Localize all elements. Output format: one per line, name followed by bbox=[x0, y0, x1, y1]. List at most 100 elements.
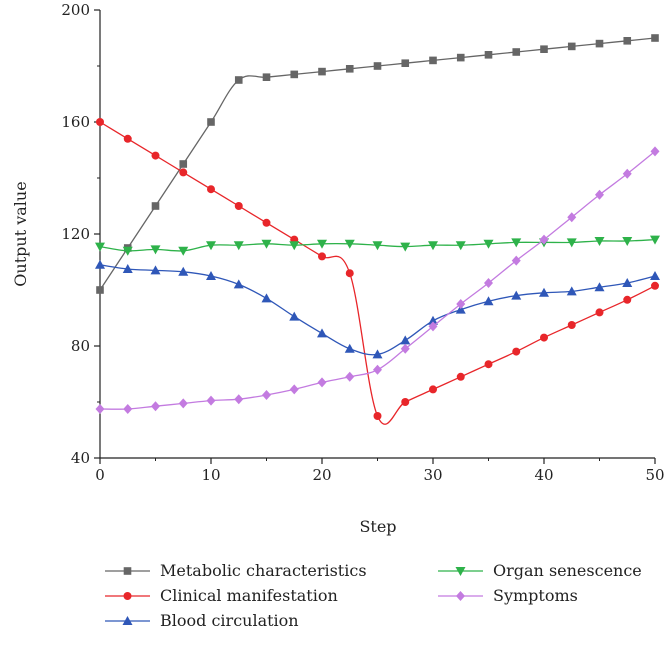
data-point bbox=[567, 321, 576, 329]
data-point bbox=[511, 255, 521, 266]
x-tick-label: 40 bbox=[534, 466, 553, 484]
data-point bbox=[345, 269, 354, 278]
data-point bbox=[179, 160, 188, 168]
data-point bbox=[372, 241, 383, 251]
data-point bbox=[456, 299, 466, 309]
data-point bbox=[594, 237, 605, 246]
data-point bbox=[150, 265, 161, 275]
data-point bbox=[455, 304, 466, 314]
data-point bbox=[206, 271, 216, 280]
y-tick-label: 120 bbox=[61, 225, 90, 243]
series-organ-senescence bbox=[95, 235, 660, 256]
data-point bbox=[289, 384, 299, 395]
legend-item: Blood circulation bbox=[105, 611, 299, 630]
data-point bbox=[483, 296, 494, 306]
data-point bbox=[289, 241, 300, 251]
data-point bbox=[372, 349, 383, 359]
data-point bbox=[206, 395, 216, 406]
data-point bbox=[233, 279, 244, 289]
data-point bbox=[234, 394, 244, 405]
data-point bbox=[511, 238, 522, 248]
data-point bbox=[178, 246, 189, 256]
data-point bbox=[289, 311, 300, 321]
data-point bbox=[262, 73, 271, 81]
data-point bbox=[622, 168, 632, 179]
series-metabolic-characteristics bbox=[96, 34, 659, 294]
data-point bbox=[373, 412, 382, 420]
data-point bbox=[455, 241, 466, 251]
data-point bbox=[595, 189, 604, 200]
data-point bbox=[373, 364, 382, 375]
data-point bbox=[651, 281, 659, 290]
data-point bbox=[233, 241, 244, 251]
legend-label: Clinical manifestation bbox=[160, 586, 338, 605]
data-point bbox=[317, 328, 327, 338]
x-tick-label: 20 bbox=[312, 466, 331, 484]
data-point bbox=[512, 48, 521, 56]
data-point bbox=[539, 234, 549, 245]
legend-marker bbox=[456, 591, 465, 601]
data-point bbox=[344, 239, 355, 249]
data-point bbox=[540, 45, 548, 53]
data-point bbox=[456, 372, 465, 381]
y-tick-label: 40 bbox=[71, 449, 90, 467]
data-point bbox=[595, 308, 604, 317]
data-point bbox=[400, 242, 411, 252]
data-point bbox=[207, 185, 215, 194]
data-point bbox=[511, 290, 522, 300]
data-point bbox=[151, 151, 160, 160]
data-point bbox=[150, 245, 161, 255]
data-point bbox=[540, 333, 548, 342]
data-point bbox=[345, 65, 354, 73]
data-point bbox=[484, 278, 493, 288]
data-point bbox=[262, 218, 271, 227]
legend-label: Organ senescence bbox=[493, 561, 642, 580]
data-point bbox=[429, 385, 437, 394]
data-point bbox=[428, 241, 438, 251]
series-layer bbox=[95, 34, 660, 425]
legend-item: Symptoms bbox=[438, 586, 578, 605]
legend-marker bbox=[123, 567, 132, 575]
x-tick-label: 0 bbox=[95, 466, 105, 484]
data-point bbox=[122, 264, 133, 273]
data-point bbox=[96, 118, 104, 126]
data-point bbox=[318, 67, 326, 76]
data-point bbox=[400, 343, 410, 354]
data-point bbox=[401, 398, 410, 406]
legend-item: Organ senescence bbox=[438, 561, 642, 580]
data-point bbox=[178, 266, 189, 276]
axis-ticks: 0 10 20 30 40 50 40 80 120 160 200 bbox=[61, 1, 664, 484]
series-line bbox=[99, 264, 656, 356]
series-line bbox=[99, 121, 656, 425]
data-point bbox=[261, 239, 272, 249]
data-point bbox=[567, 212, 577, 223]
data-point bbox=[566, 286, 577, 296]
legend-item: Metabolic characteristics bbox=[105, 561, 367, 580]
data-point bbox=[539, 287, 549, 297]
series-clinical-manifestation bbox=[96, 118, 659, 425]
data-point bbox=[429, 56, 437, 65]
data-point bbox=[400, 335, 411, 345]
data-point bbox=[566, 238, 577, 248]
data-point bbox=[206, 241, 216, 251]
data-point bbox=[456, 53, 465, 62]
y-tick-label: 160 bbox=[61, 113, 90, 131]
data-point bbox=[428, 321, 438, 332]
data-point bbox=[122, 246, 133, 256]
data-point bbox=[178, 398, 188, 409]
data-point bbox=[595, 39, 604, 48]
data-point bbox=[428, 315, 438, 325]
legend-label: Metabolic characteristics bbox=[160, 561, 367, 580]
data-point bbox=[95, 404, 105, 414]
y-axis-title: Output value bbox=[11, 181, 30, 286]
data-point bbox=[262, 390, 271, 400]
y-tick-label: 80 bbox=[71, 337, 90, 355]
data-point bbox=[651, 34, 659, 42]
data-point bbox=[484, 51, 493, 59]
data-point bbox=[207, 118, 215, 126]
data-point bbox=[650, 146, 660, 157]
data-point bbox=[317, 377, 327, 388]
legend: Metabolic characteristics Clinical manife… bbox=[105, 561, 642, 630]
data-point bbox=[179, 168, 188, 177]
data-point bbox=[95, 259, 105, 269]
